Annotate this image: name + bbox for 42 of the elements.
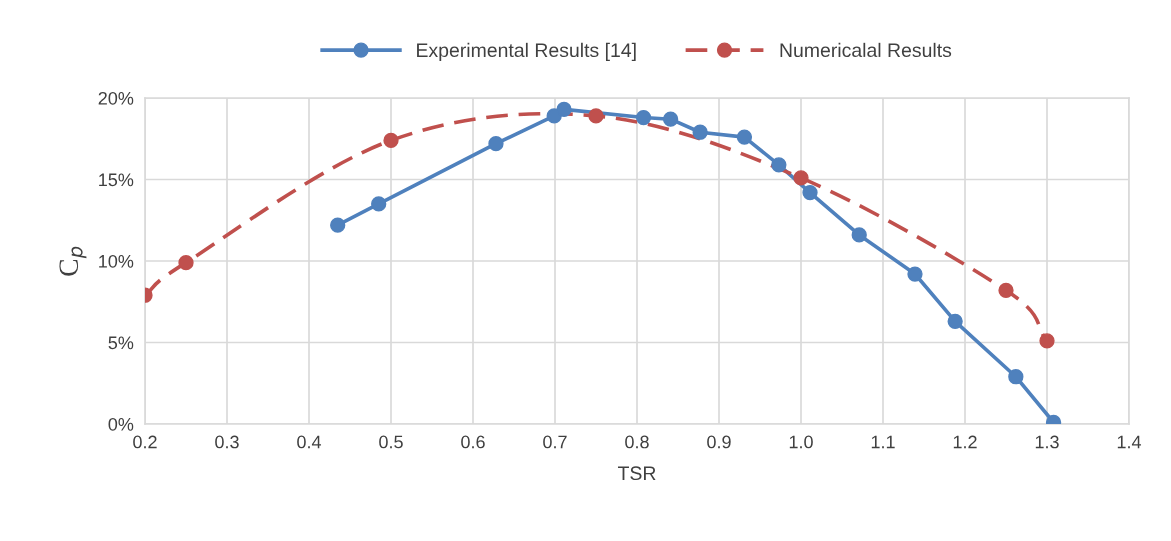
legend-label: Numericalal Results [780,42,952,58]
point [488,136,504,152]
x-tick-label: 1.3 [1035,435,1059,449]
y-tick-label: 15% [99,173,134,187]
y-tick-label: 5% [108,336,134,350]
point [588,108,604,124]
point [947,313,963,329]
y-axis-title: C$_{p}$ [59,246,87,276]
point [736,129,753,145]
y-tick-label: 10% [99,254,134,268]
y-tick-label: 20% [98,91,134,105]
point [330,217,346,233]
point [635,109,652,126]
point [771,157,787,173]
point [851,227,867,243]
point [1039,333,1055,349]
x-tick-label: 1.4 [1117,435,1142,449]
point [692,124,708,140]
point [907,266,923,282]
x-tick-label: 0.3 [215,435,239,449]
x-tick-label: 1.2 [953,435,977,449]
x-tick-label: 0.8 [625,435,649,449]
point [802,184,818,201]
point [383,132,399,149]
x-tick-label: 0.6 [461,435,485,449]
point [793,170,809,186]
point [556,101,572,118]
point [998,282,1014,298]
x-tick-label: 0.4 [297,435,322,449]
x-tick-label: 0.9 [707,435,731,449]
y-tick-label: 0% [108,417,134,431]
point [371,196,387,212]
x-tick-label: 0.2 [133,435,157,449]
point [662,111,679,127]
x-tick-label: 1.1 [871,435,895,449]
x-tick-label: 1.0 [789,435,813,449]
point [1008,369,1024,385]
x-axis-title: TSR [617,466,656,481]
x-tick-label: 0.5 [379,435,403,449]
point [178,254,194,271]
legend-label: Experimental Results [14] [417,42,636,61]
x-tick-label: 0.7 [543,435,567,449]
